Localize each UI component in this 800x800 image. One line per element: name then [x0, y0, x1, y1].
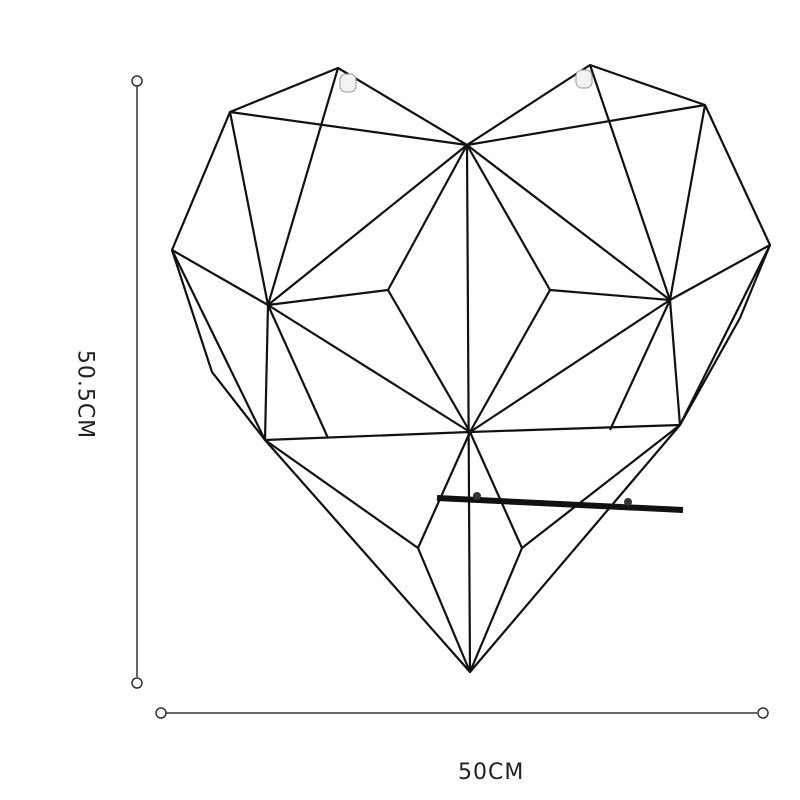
- width-label: 50CM: [458, 760, 525, 785]
- shelf-bar: [436, 492, 684, 513]
- hook-left-icon: [339, 73, 357, 93]
- hook-right-icon: [575, 69, 593, 89]
- width-dimension-line: [155, 707, 769, 719]
- heart-wire-frame: [170, 63, 772, 674]
- heart-outline: [170, 63, 772, 674]
- height-label: 50.5CM: [72, 349, 98, 440]
- height-dimension-line: [131, 75, 143, 689]
